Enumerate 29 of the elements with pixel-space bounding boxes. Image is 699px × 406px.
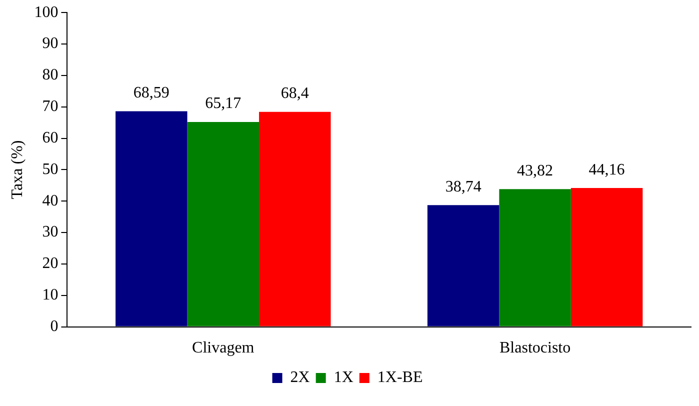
y-tick-label: 10 xyxy=(42,286,58,304)
y-tick-label: 100 xyxy=(34,4,58,21)
data-label: 68,4 xyxy=(280,85,309,102)
y-tick-label: 30 xyxy=(42,224,58,241)
bar xyxy=(116,111,188,326)
y-tick-label: 70 xyxy=(42,98,58,116)
data-label: 65,17 xyxy=(205,95,242,112)
x-tick-label: Blastocisto xyxy=(499,340,571,357)
y-tick-label: 60 xyxy=(42,129,58,146)
bar xyxy=(427,205,500,326)
data-label: 68,59 xyxy=(133,84,170,102)
bar xyxy=(499,189,571,326)
y-tick-label: 40 xyxy=(42,192,58,210)
data-label: 38,74 xyxy=(445,178,482,196)
legend-label: 2X xyxy=(290,369,310,386)
y-tick-label: 80 xyxy=(42,66,58,84)
x-tick-label: Clivagem xyxy=(192,340,255,357)
bar xyxy=(570,188,643,326)
data-label: 43,82 xyxy=(517,162,554,180)
bar xyxy=(259,112,331,326)
legend-label: 1X-BE xyxy=(377,369,423,386)
y-axis-title: Taxa (%) xyxy=(8,140,26,200)
legend-label: 1X xyxy=(334,369,354,386)
y-tick-label: 90 xyxy=(42,35,58,52)
y-tick-label: 50 xyxy=(42,160,58,178)
data-label: 44,16 xyxy=(588,161,625,178)
y-tick-label: 20 xyxy=(42,255,58,272)
bar xyxy=(187,122,260,326)
y-tick-label: 0 xyxy=(50,318,58,336)
